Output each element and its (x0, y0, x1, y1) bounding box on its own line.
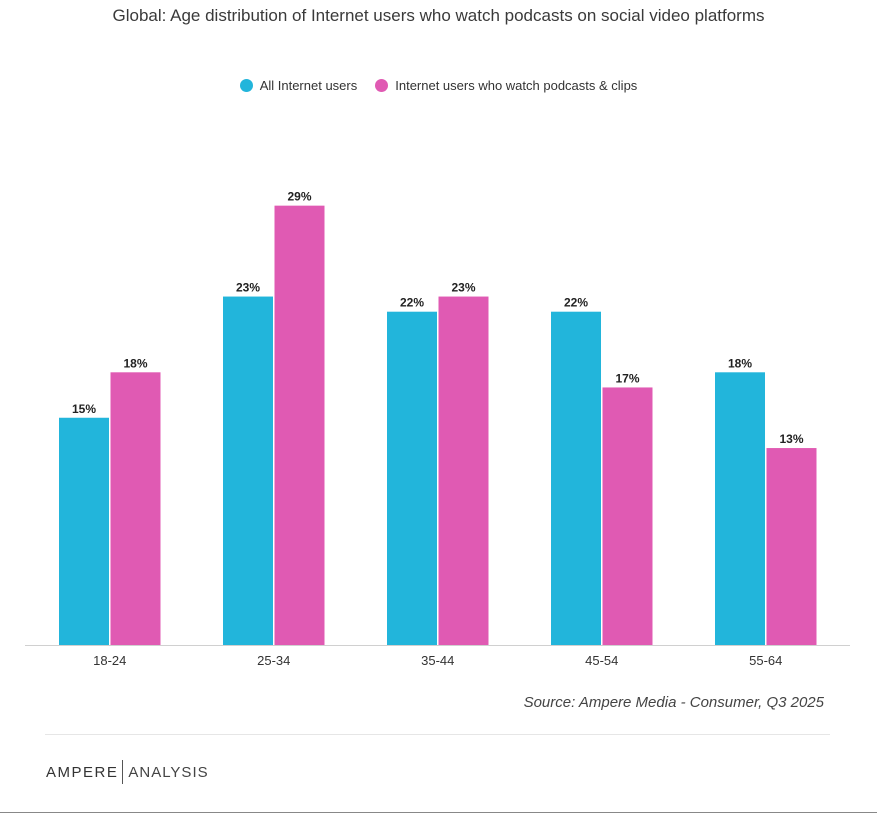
logo-separator (122, 760, 124, 784)
bar-podcast-users-25-34[interactable] (274, 205, 325, 645)
data-label-podcast-users-35-44: 23% (451, 281, 475, 295)
x-tick-label-35-44: 35-44 (421, 653, 454, 668)
bar-all-users-35-44[interactable] (387, 311, 437, 645)
page-bottom-line (0, 812, 877, 813)
data-label-podcast-users-55-64: 13% (779, 432, 803, 446)
data-label-all-users-45-54: 22% (564, 296, 588, 310)
data-label-podcast-users-25-34: 29% (287, 190, 311, 204)
legend-label-podcast-users: Internet users who watch podcasts & clip… (395, 78, 638, 93)
legend-label-all-users: All Internet users (259, 78, 358, 93)
bar-podcast-users-35-44[interactable] (438, 296, 489, 645)
legend-swatch-all-users (239, 79, 253, 92)
legend-swatch-podcast-users (375, 79, 389, 92)
bar-podcast-users-45-54[interactable] (602, 387, 653, 645)
bar-podcast-users-55-64[interactable] (766, 448, 817, 645)
legend-item-podcast-users[interactable]: Internet users who watch podcasts & clip… (375, 78, 637, 93)
data-label-podcast-users-18-24: 18% (123, 356, 147, 370)
x-tick-label-18-24: 18-24 (93, 653, 126, 668)
chart-title: Global: Age distribution of Internet use… (112, 6, 765, 25)
logo-text-ampere: AMPERE (46, 763, 119, 781)
data-label-podcast-users-45-54: 17% (615, 371, 639, 385)
footer-divider (45, 734, 830, 735)
ampere-analysis-logo: AMPERE ANALYSIS (46, 760, 209, 784)
data-label-all-users-18-24: 15% (72, 402, 96, 416)
data-label-all-users-25-34: 23% (236, 281, 260, 295)
bar-all-users-45-54[interactable] (551, 311, 601, 645)
x-tick-label-45-54: 45-54 (585, 653, 618, 668)
legend-item-all-users[interactable]: All Internet users (239, 78, 358, 93)
legend: All Internet users Internet users who wa… (0, 78, 877, 93)
source-note: Source: Ampere Media - Consumer, Q3 2025 (523, 694, 824, 711)
data-label-all-users-55-64: 18% (728, 356, 752, 370)
bar-all-users-55-64[interactable] (715, 372, 765, 645)
x-tick-label-25-34: 25-34 (257, 653, 290, 668)
bar-chart: 15% 18% 18-24 23% 29% 25-34 22% 23% 35-44 22% 17% 4… (25, 190, 850, 668)
data-label-all-users-35-44: 22% (400, 296, 424, 310)
bar-all-users-18-24[interactable] (59, 417, 109, 645)
x-tick-label-55-64: 55-64 (749, 653, 782, 668)
logo-text-analysis: ANALYSIS (128, 763, 209, 781)
bar-all-users-25-34[interactable] (223, 296, 273, 645)
bar-podcast-users-18-24[interactable] (110, 372, 161, 645)
